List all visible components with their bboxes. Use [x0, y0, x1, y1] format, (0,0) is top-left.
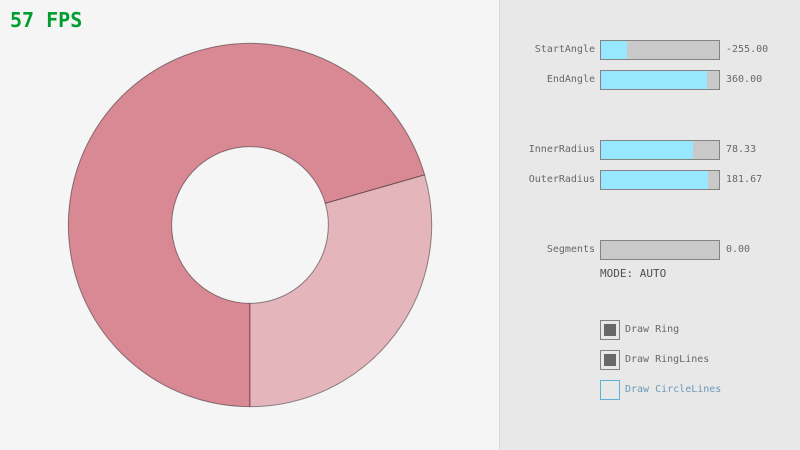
draw-ringlines-checkmark [604, 354, 616, 366]
segments-slider[interactable] [600, 240, 720, 260]
controls-panel: StartAngle -255.00 EndAngle 360.00 Inner… [499, 0, 800, 450]
end-angle-slider-fill [601, 71, 708, 89]
outer-radius-label: OuterRadius [528, 174, 595, 185]
outer-radius-value: 181.67 [726, 174, 763, 185]
start-angle-label: StartAngle [534, 44, 595, 55]
ring-overlap-segment [67, 42, 426, 408]
draw-ringlines-checkbox[interactable] [600, 350, 620, 370]
end-angle-slider[interactable] [600, 70, 720, 90]
end-angle-label: EndAngle [546, 74, 595, 85]
start-angle-slider[interactable] [600, 40, 720, 60]
segments-mode-text: MODE: AUTO [600, 267, 667, 280]
segments-label: Segments [546, 244, 595, 255]
slider-row-segments: Segments 0.00 [500, 240, 800, 260]
check-row-draw-ringlines: Draw RingLines [500, 350, 800, 370]
ring-single-segment [249, 174, 433, 408]
draw-ringlines-label: Draw RingLines [625, 354, 710, 365]
inner-radius-slider[interactable] [600, 140, 720, 160]
draw-ring-checkmark [604, 324, 616, 336]
draw-ring-label: Draw Ring [625, 324, 680, 335]
slider-row-inner-radius: InnerRadius 78.33 [500, 140, 800, 160]
inner-radius-label: InnerRadius [528, 144, 595, 155]
start-angle-slider-fill [601, 41, 627, 59]
fps-counter: 57 FPS [10, 8, 83, 32]
slider-row-start-angle: StartAngle -255.00 [500, 40, 800, 60]
check-row-draw-circlelines: Draw CircleLines [500, 380, 800, 400]
outer-radius-slider-fill [601, 171, 709, 189]
end-angle-value: 360.00 [726, 74, 763, 85]
slider-row-end-angle: EndAngle 360.00 [500, 70, 800, 90]
draw-circlelines-label: Draw CircleLines [625, 384, 722, 395]
outer-radius-slider[interactable] [600, 170, 720, 190]
start-angle-value: -255.00 [726, 44, 769, 55]
check-row-draw-ring: Draw Ring [500, 320, 800, 340]
draw-circlelines-checkbox[interactable] [600, 380, 620, 400]
draw-ring-checkbox[interactable] [600, 320, 620, 340]
inner-radius-slider-fill [601, 141, 694, 159]
segments-value: 0.00 [726, 244, 751, 255]
panel-divider [499, 0, 500, 450]
slider-row-outer-radius: OuterRadius 181.67 [500, 170, 800, 190]
inner-radius-value: 78.33 [726, 144, 757, 155]
